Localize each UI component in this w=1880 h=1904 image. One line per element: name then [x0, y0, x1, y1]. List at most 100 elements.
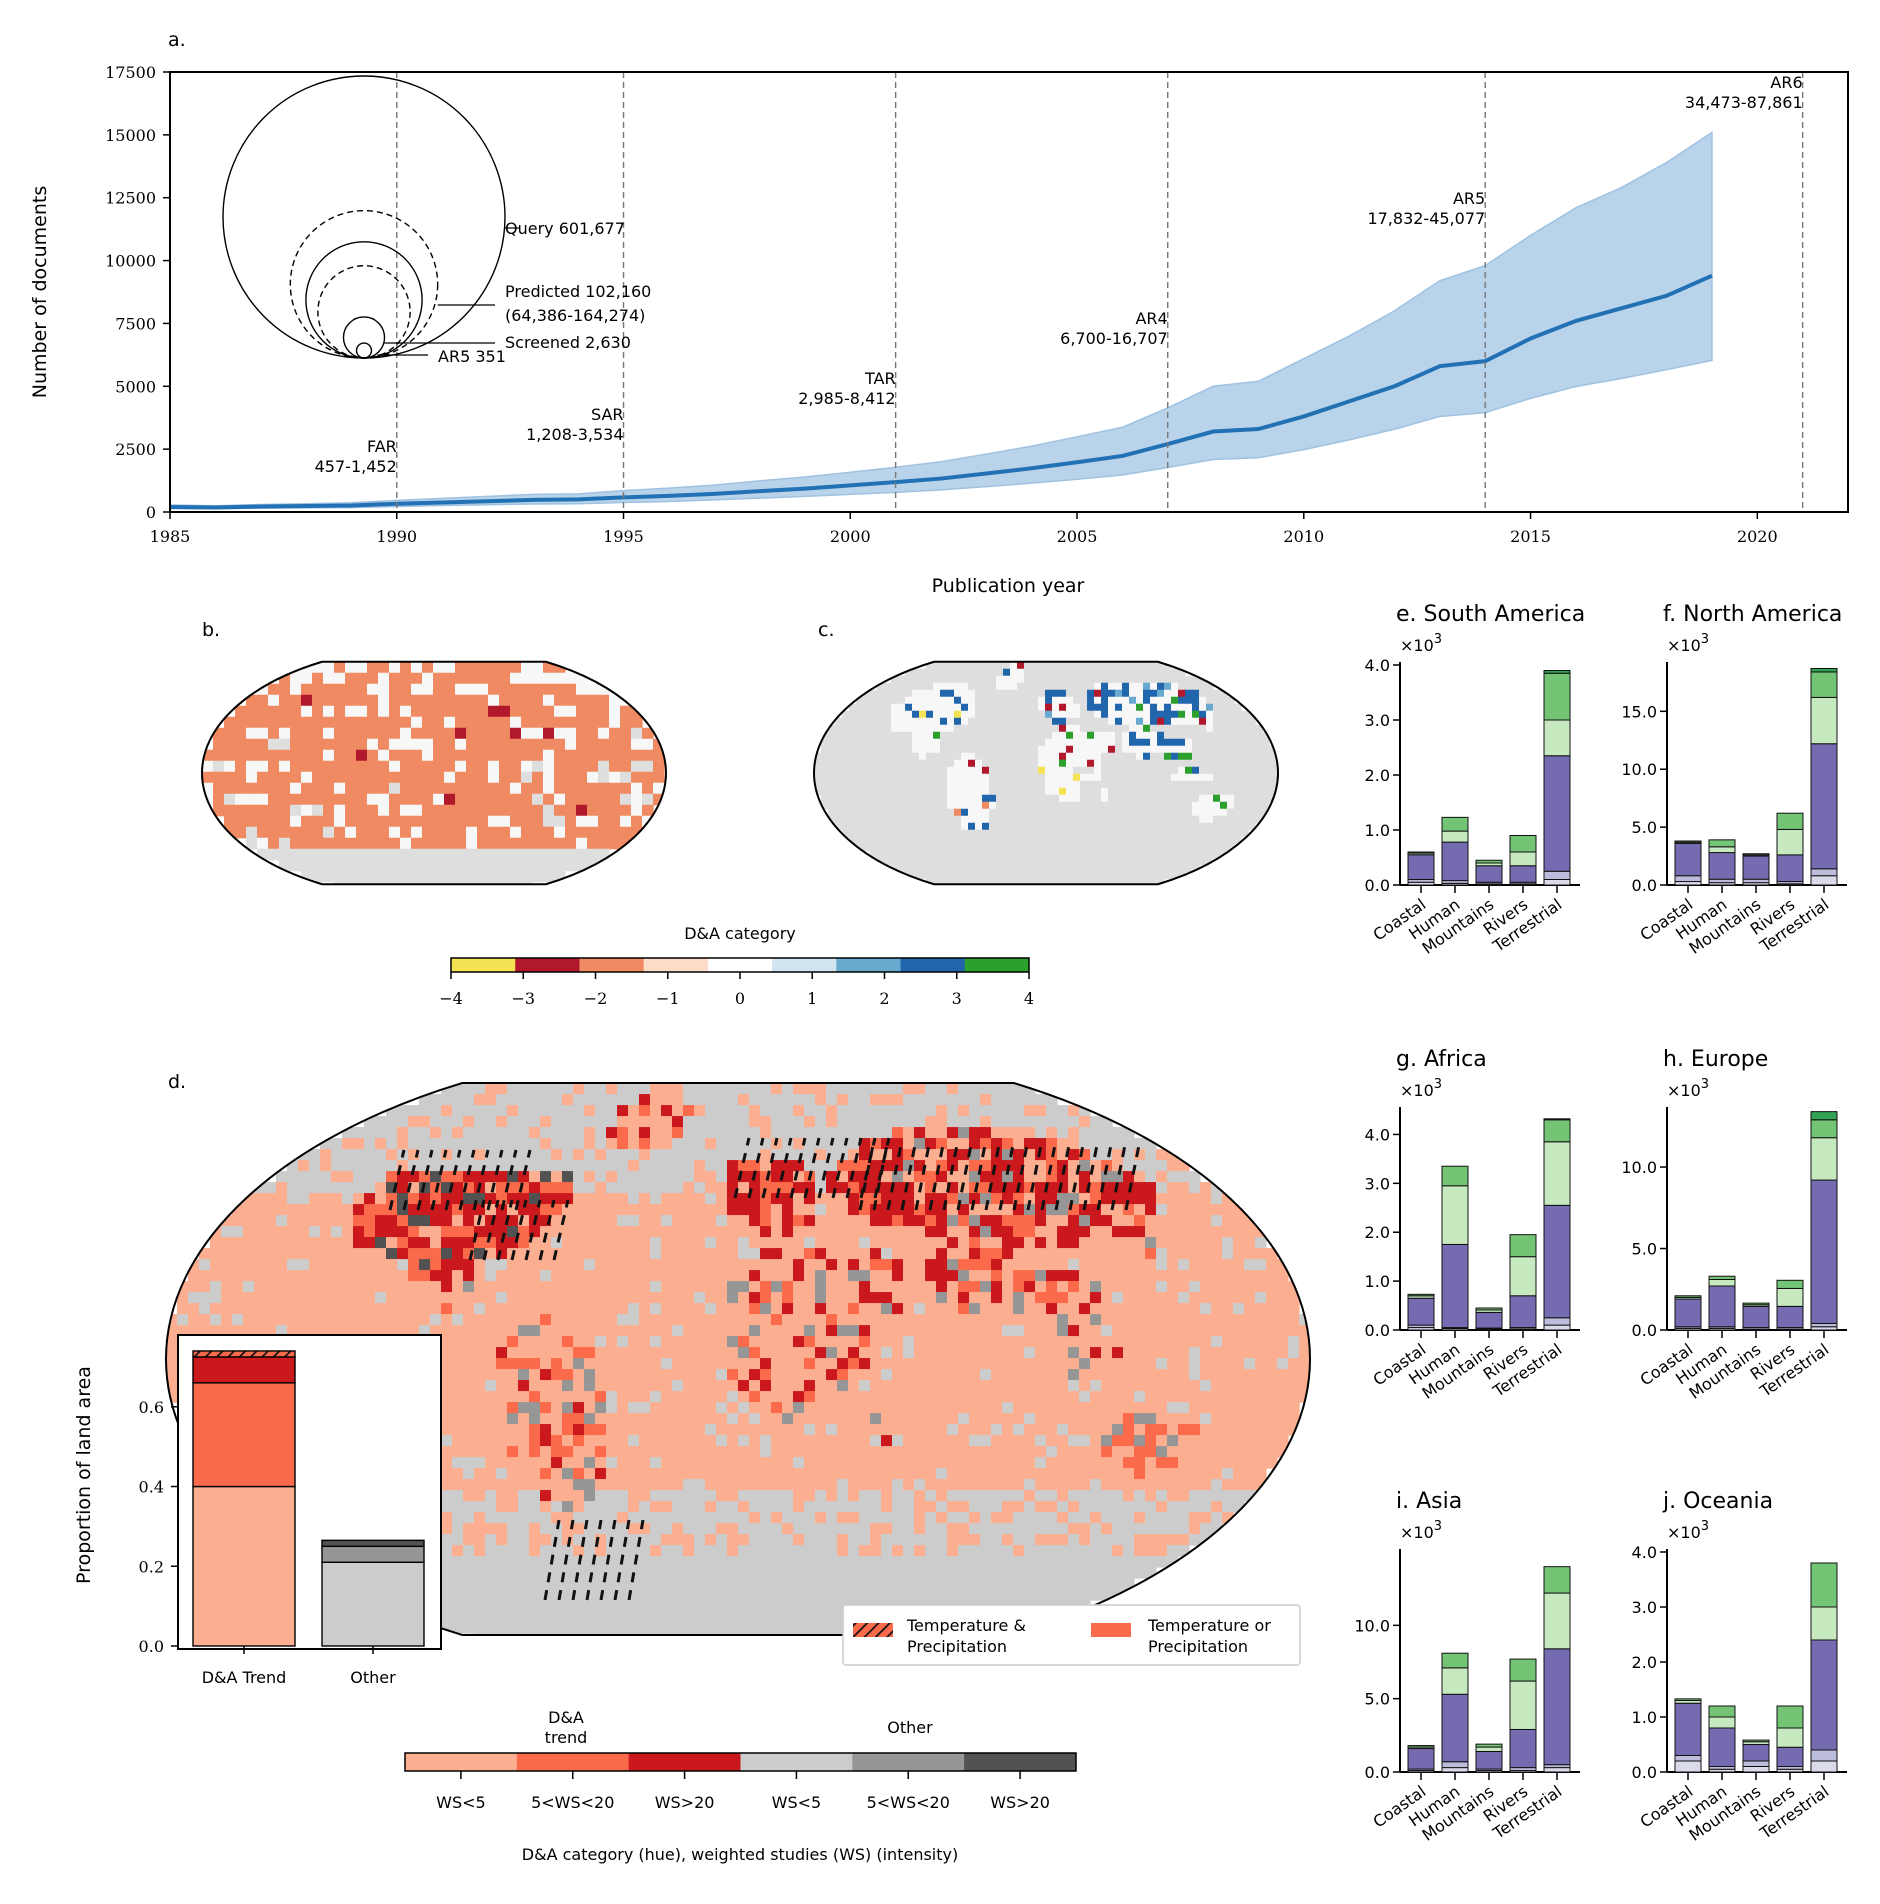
map-d-cell [452, 1083, 464, 1095]
map-b-cell [290, 815, 302, 828]
map-b-cell [389, 870, 401, 883]
map-b-cell [565, 738, 577, 751]
map-d-cell [1200, 1237, 1212, 1249]
map-b-cell [543, 826, 555, 839]
map-c-cell [933, 822, 941, 831]
map-b-cell [389, 848, 401, 861]
map-d-cell [672, 1281, 684, 1293]
map-c-cell [919, 689, 927, 698]
map-d-cell [595, 1116, 607, 1128]
map-b-cell [202, 760, 214, 773]
map-c-cell [1024, 850, 1032, 859]
map-b-cell [477, 870, 489, 883]
map-d-cell [837, 1105, 849, 1117]
map-b-cell [466, 881, 478, 885]
map-c-cell [1038, 808, 1046, 817]
map-c-cell [961, 738, 969, 747]
map-d-cell [628, 1270, 640, 1282]
map-d-cell [914, 1116, 926, 1128]
map-c-cell [1115, 857, 1123, 866]
map-b-cell [323, 760, 335, 773]
map-b-cell [444, 848, 456, 861]
map-c-cell [1255, 759, 1263, 768]
map-c-cell [1010, 815, 1018, 824]
map-c-cell [919, 738, 927, 747]
map-c-cell [1017, 850, 1025, 859]
map-d-cell [738, 1160, 750, 1172]
map-b-cell [389, 661, 401, 674]
map-d-cell [397, 1105, 409, 1117]
map-c-cell [975, 857, 983, 866]
map-b-cell [521, 705, 533, 718]
map-d-cell [1090, 1182, 1102, 1194]
map-c-cell [849, 710, 857, 719]
map-c-cell [940, 717, 948, 726]
map-d-cell [969, 1182, 981, 1194]
map-c-cell [1101, 689, 1109, 698]
map-b-cell [609, 760, 621, 773]
map-b-cell [576, 826, 588, 839]
map-d-cell [1024, 1171, 1036, 1183]
map-c-cell [1129, 836, 1137, 845]
map-d-cell [507, 1182, 519, 1194]
map-c-cell [877, 808, 885, 817]
map-c-cell [1227, 724, 1235, 733]
map-c-cell [1101, 738, 1109, 747]
map-d-cell [815, 1303, 827, 1315]
map-c-cell [1115, 661, 1123, 670]
map-c-cell [1038, 801, 1046, 810]
map-d-cell [507, 1226, 519, 1238]
map-b-cell [642, 760, 654, 773]
map-c-cell [926, 717, 934, 726]
map-b-cell [422, 793, 434, 806]
map-c-cell [1171, 822, 1179, 831]
map-d-cell [837, 1347, 849, 1359]
map-d-cell [870, 1083, 882, 1095]
map-c-cell [989, 731, 997, 740]
map-d-cell [1079, 1116, 1091, 1128]
map-c-cell [1059, 857, 1067, 866]
map-b-cell [510, 661, 522, 674]
map-c-cell [1024, 843, 1032, 852]
map-d-cell [1024, 1193, 1036, 1205]
map-c-cell [1171, 871, 1179, 880]
map-c-cell [1129, 724, 1137, 733]
map-d-cell [1211, 1325, 1223, 1337]
map-d-cell [485, 1248, 497, 1260]
map-c-cell [1052, 710, 1060, 719]
map-d-cell [254, 1259, 266, 1271]
map-c-cell [1010, 878, 1018, 885]
map-d-cell [727, 1237, 739, 1249]
map-d-cell [408, 1204, 420, 1216]
map-d-cell [430, 1248, 442, 1260]
map-d-cell [232, 1237, 244, 1249]
map-b-cell [477, 793, 489, 806]
map-b-cell [345, 826, 357, 839]
map-d-cell [342, 1281, 354, 1293]
map-c-cell [940, 689, 948, 698]
map-d-cell [628, 1314, 640, 1326]
map-d-cell [243, 1270, 255, 1282]
map-d-cell [804, 1259, 816, 1271]
map-d-cell [848, 1347, 860, 1359]
map-c-cell [1269, 766, 1277, 775]
map-c-cell [1066, 808, 1074, 817]
map-c-cell [1038, 752, 1046, 761]
map-d-cell [1057, 1292, 1069, 1304]
map-d-cell [903, 1303, 915, 1315]
map-d-cell [1101, 1149, 1113, 1161]
map-c-cell [905, 689, 913, 698]
map-d-cell [683, 1303, 695, 1315]
map-d-cell [925, 1325, 937, 1337]
map-c-cell [1045, 801, 1053, 810]
map-d-cell [1178, 1281, 1190, 1293]
map-c-cell [1045, 661, 1053, 670]
map-c-cell [1017, 878, 1025, 885]
map-d-cell [760, 1193, 772, 1205]
map-d-cell [1068, 1116, 1080, 1128]
map-c-cell [1080, 766, 1088, 775]
map-d-cell [1123, 1281, 1135, 1293]
map-b-cell [510, 782, 522, 795]
map-b-cells [202, 661, 666, 885]
map-c-cell [1052, 668, 1060, 677]
